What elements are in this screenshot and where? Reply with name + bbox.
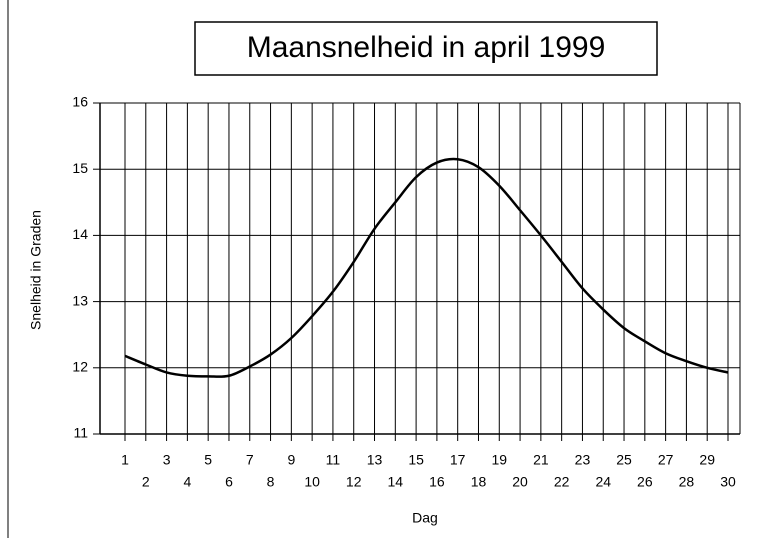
- x-tick-label: 13: [367, 452, 383, 468]
- x-tick-label: 7: [246, 452, 254, 468]
- x-tick-label: 15: [408, 452, 424, 468]
- y-tick-label: 16: [72, 94, 88, 110]
- x-tick-label: 30: [720, 474, 736, 490]
- x-tick-label: 27: [658, 452, 674, 468]
- x-tick-label: 8: [267, 474, 275, 490]
- x-tick-label: 26: [637, 474, 653, 490]
- y-tick-label: 14: [72, 226, 88, 242]
- data-line: [124, 157, 729, 378]
- y-tick-label: 15: [72, 160, 88, 176]
- x-tick-label: 14: [388, 474, 404, 490]
- x-tick-label: 2: [142, 474, 150, 490]
- x-tick-label: 11: [326, 452, 341, 468]
- x-tick-label: 22: [554, 474, 570, 490]
- chart-title: Maansnelheid in april 1999: [247, 31, 606, 64]
- x-tick-label: 1: [121, 452, 129, 468]
- x-tick-label: 19: [491, 452, 507, 468]
- x-tick-label: 6: [225, 474, 233, 490]
- x-tick-label: 3: [163, 452, 171, 468]
- y-tick-label: 13: [72, 292, 88, 308]
- x-tick-label: 9: [287, 452, 295, 468]
- x-tick-label: 25: [616, 452, 632, 468]
- x-tick-label: 12: [346, 474, 362, 490]
- title-box: [194, 21, 658, 76]
- x-tick-label: 4: [183, 474, 191, 490]
- x-tick-label: 20: [512, 474, 528, 490]
- x-tick-label: 10: [304, 474, 320, 490]
- x-tick-label: 16: [429, 474, 445, 490]
- x-tick-label: 23: [575, 452, 591, 468]
- x-tick-label: 18: [471, 474, 487, 490]
- x-tick-label: 29: [699, 452, 715, 468]
- x-tick-label: 24: [595, 474, 611, 490]
- x-tick-label: 17: [450, 452, 466, 468]
- x-tick-label: 28: [679, 474, 695, 490]
- x-tick-label: 5: [204, 452, 212, 468]
- y-tick-label: 11: [73, 425, 88, 441]
- y-tick-label: 12: [72, 359, 88, 375]
- x-tick-label: 21: [533, 452, 549, 468]
- x-axis-label: Dag: [412, 510, 438, 526]
- y-axis-label: Snelheid in Graden: [28, 210, 44, 330]
